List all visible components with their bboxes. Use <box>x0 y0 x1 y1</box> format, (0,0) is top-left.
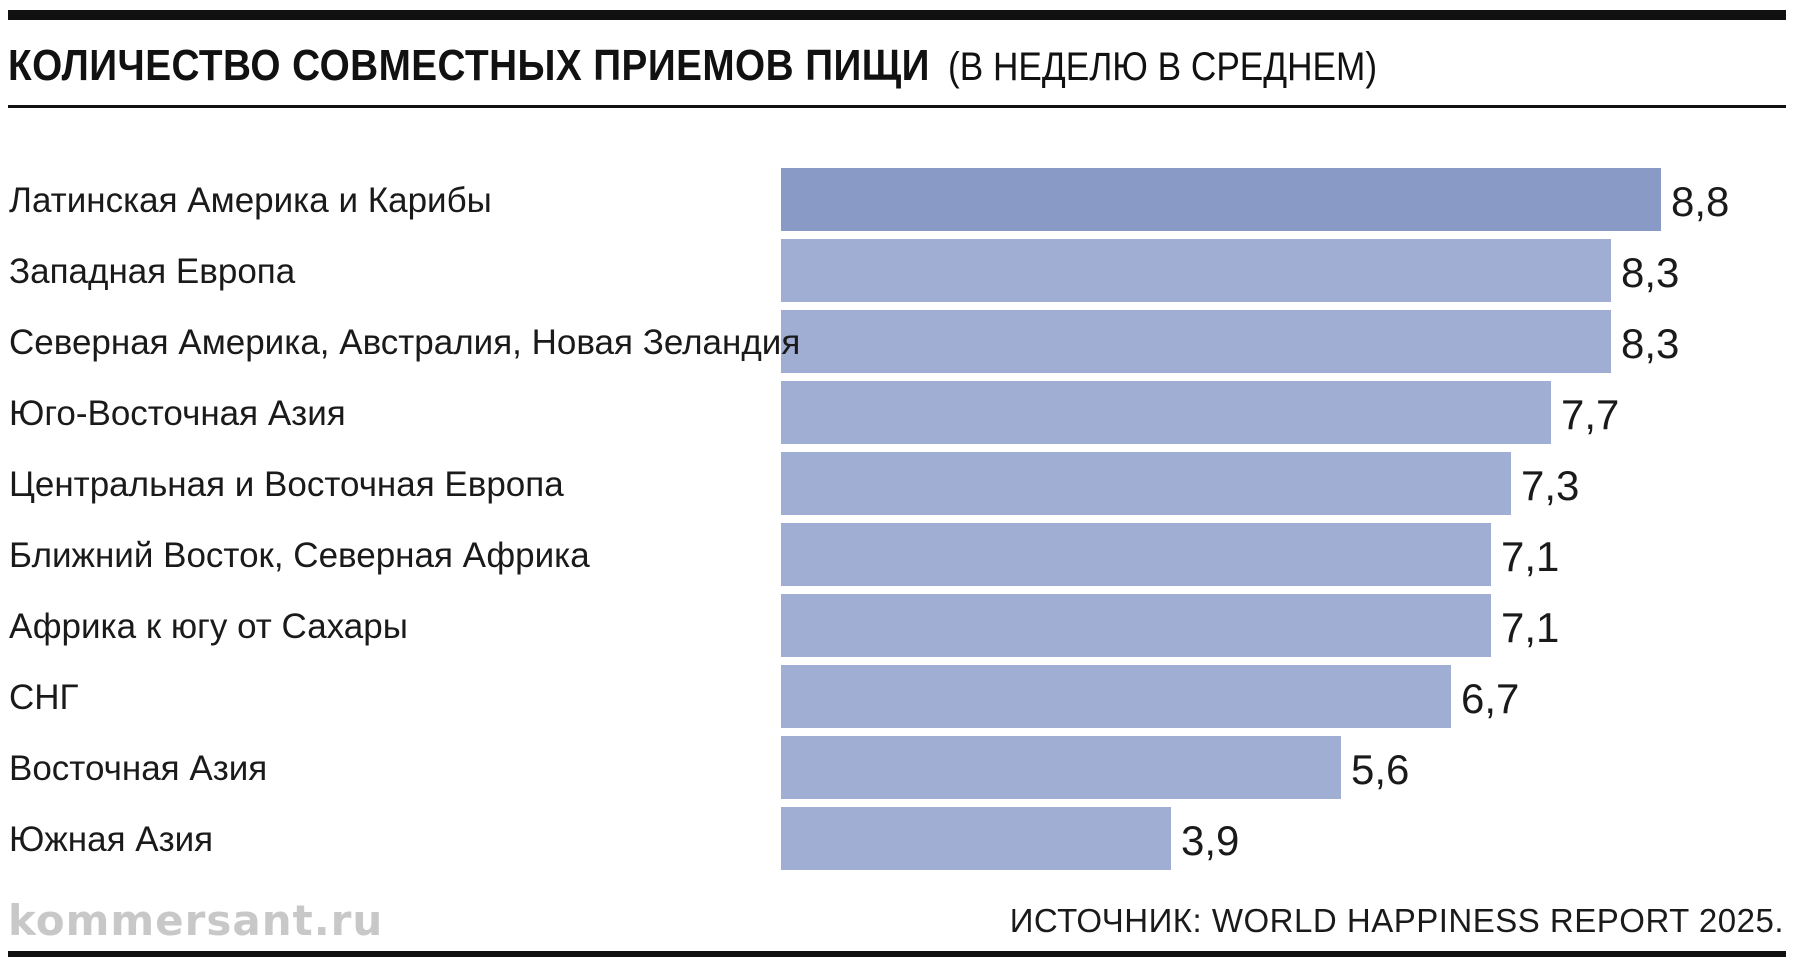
category-label-0: Латинская Америка и Карибы <box>9 181 492 220</box>
value-label-9: 3,9 <box>1181 817 1239 864</box>
value-label-6: 7,1 <box>1501 604 1559 651</box>
bar-9 <box>781 807 1171 870</box>
bar-0 <box>781 168 1661 231</box>
bar-5 <box>781 523 1491 586</box>
bar-6 <box>781 594 1491 657</box>
value-label-2: 8,3 <box>1621 320 1679 367</box>
source-note: ИСТОЧНИК: WORLD HAPPINESS REPORT 2025. <box>1009 902 1784 939</box>
top-rule <box>8 10 1786 20</box>
category-label-2: Северная Америка, Австралия, Новая Зелан… <box>9 323 800 362</box>
logo-kommersant: kommersant.ru <box>8 896 384 945</box>
value-label-7: 6,7 <box>1461 675 1519 722</box>
category-label-3: Юго-Восточная Азия <box>9 394 346 433</box>
bar-7 <box>781 665 1451 728</box>
category-label-6: Африка к югу от Сахары <box>9 607 408 646</box>
category-label-4: Центральная и Восточная Европа <box>9 465 564 504</box>
value-label-8: 5,6 <box>1351 746 1409 793</box>
title-main: КОЛИЧЕСТВО СОВМЕСТНЫХ ПРИЕМОВ ПИЩИ <box>8 41 930 90</box>
category-label-1: Западная Европа <box>9 252 296 291</box>
bar-1 <box>781 239 1611 302</box>
title-rule <box>8 105 1786 108</box>
title-subtitle: (В НЕДЕЛЮ В СРЕДНЕМ) <box>948 45 1378 89</box>
category-label-8: Восточная Азия <box>9 749 267 788</box>
category-label-5: Ближний Восток, Северная Африка <box>9 536 590 575</box>
bar-3 <box>781 381 1551 444</box>
bar-8 <box>781 736 1341 799</box>
category-label-9: Южная Азия <box>9 820 213 859</box>
bar-4 <box>781 452 1511 515</box>
value-label-0: 8,8 <box>1671 178 1729 225</box>
bar-2 <box>781 310 1611 373</box>
value-label-1: 8,3 <box>1621 249 1679 296</box>
category-label-7: СНГ <box>9 678 79 717</box>
value-label-5: 7,1 <box>1501 533 1559 580</box>
value-label-4: 7,3 <box>1521 462 1579 509</box>
bottom-rule <box>8 951 1786 957</box>
chart-title: КОЛИЧЕСТВО СОВМЕСТНЫХ ПРИЕМОВ ПИЩИ (В НЕ… <box>8 42 1436 100</box>
value-label-3: 7,7 <box>1561 391 1619 438</box>
